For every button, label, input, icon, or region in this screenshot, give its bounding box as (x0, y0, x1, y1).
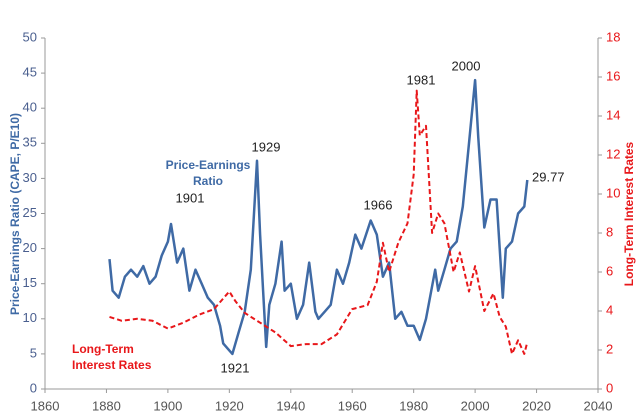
x-tick-label: 1980 (399, 398, 428, 413)
x-tick-label: 1900 (153, 398, 182, 413)
series-line (109, 89, 529, 355)
y-tick-label: 5 (30, 345, 37, 360)
y2-tick-label: 16 (606, 68, 620, 83)
y-tick-label: 25 (23, 205, 37, 220)
y-tick-label: 15 (23, 275, 37, 290)
y-tick-label: 0 (30, 380, 37, 395)
series-label: Long-Term Interest Rates (72, 342, 152, 372)
y2-tick-label: 2 (606, 341, 613, 356)
y-tick-label: 20 (23, 240, 37, 255)
x-tick-label: 1860 (31, 398, 60, 413)
x-tick-label: 2040 (584, 398, 613, 413)
y-tick-label: 45 (23, 65, 37, 80)
y2-axis-title: Long-Term Interest Rates (622, 141, 636, 286)
y-tick-label: 50 (23, 29, 37, 44)
annotation: 1921 (221, 360, 250, 375)
y2-tick-label: 4 (606, 302, 613, 317)
x-tick-label: 2020 (522, 398, 551, 413)
annotation: 1981 (407, 72, 436, 87)
series-line (108, 78, 529, 356)
x-tick-label: 1880 (92, 398, 121, 413)
annotation: 1901 (176, 190, 205, 205)
y2-tick-label: 8 (606, 224, 613, 239)
y-tick-label: 40 (23, 100, 37, 115)
annotation: 1966 (364, 197, 393, 212)
x-tick-label: 1960 (338, 398, 367, 413)
x-tick-label: 1920 (215, 398, 244, 413)
x-tick-label: 2000 (461, 398, 490, 413)
y2-tick-label: 10 (606, 185, 620, 200)
y-tick-label: 35 (23, 135, 37, 150)
annotation: 1929 (252, 139, 281, 154)
value-label: 29.77 (532, 169, 565, 184)
annotation: 2000 (452, 58, 481, 73)
x-tick-label: 1940 (276, 398, 305, 413)
y-axis-title: Price-Earnings Ratio (CAPE, P/E10) (8, 113, 22, 315)
y2-tick-label: 18 (606, 29, 620, 44)
y-tick-label: 30 (23, 170, 37, 185)
y2-tick-label: 6 (606, 263, 613, 278)
y-tick-label: 10 (23, 310, 37, 325)
y2-tick-label: 12 (606, 146, 620, 161)
y2-tick-label: 0 (606, 380, 613, 395)
y2-tick-label: 14 (606, 107, 620, 122)
series-label: Price-Earnings Ratio (165, 158, 251, 188)
